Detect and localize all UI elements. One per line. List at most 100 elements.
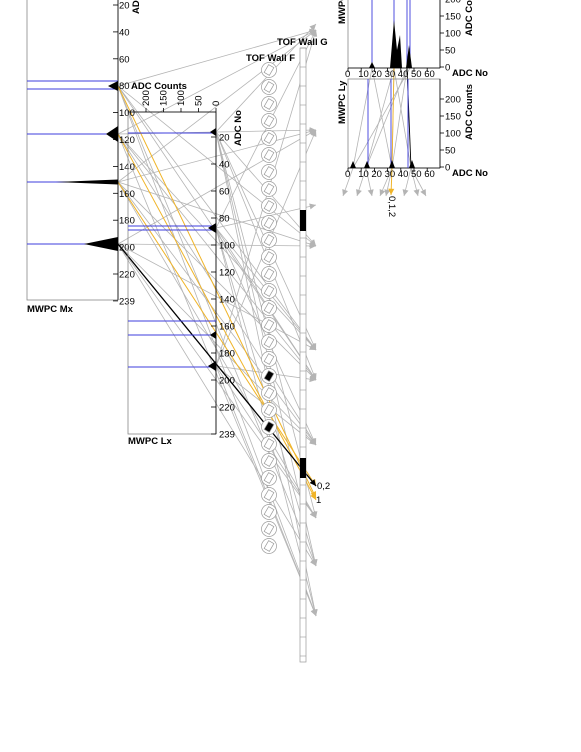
tof-f-slat [263,523,275,535]
mwpc-ly-adc-label: ADC No [452,168,488,179]
mwpc-lx-tick-label: 60 [219,187,230,198]
mwpc-my-peak [369,62,375,68]
tof-f-slat [263,353,275,365]
mwpc-my-adc-label: 20 [371,69,382,80]
mwpc-ly-count-label: 150 [445,112,461,123]
tof-f-slat [263,540,275,552]
mwpc-mx-tick-label: 20 [119,1,130,12]
tof-f-slat [263,472,275,484]
gray-track-head [379,189,386,196]
mwpc-ly-adc-label: 40 [398,169,409,180]
mwpc-lx-peak [208,223,216,233]
mwpc-ly-adc-label: 20 [371,169,382,180]
black-track [117,243,317,487]
mwpc-lx-peak [208,361,216,371]
orange-track [117,181,317,487]
gray-track [117,85,317,617]
mwpc-ly-axis-title: ADC Counts [464,84,475,140]
tof-f-slat [263,200,275,212]
gray-track-head [420,189,426,196]
gray-track-head [309,130,316,136]
mwpc-lx-tick-label: 160 [219,322,235,333]
gray-track-head [310,609,317,616]
mwpc-ly-count-label: 200 [445,95,461,106]
tof-f-slat [263,234,275,246]
mwpc-mx-frame [26,0,119,301]
mwpc-ly-title: MWPC Ly [337,80,348,124]
tof-f-slat [263,149,275,161]
mwpc-lx-tick-label: 180 [219,349,235,360]
mwpc-my-adc-label: 50 [411,69,422,80]
mwpc-my-adc-label: 30 [385,69,396,80]
mwpc-mx-tick-label: 220 [119,270,135,281]
gray-track [117,133,317,446]
mwpc-ly-adc-label: 60 [424,169,435,180]
mwpc-ly-hits [350,79,415,168]
tof-wall-g-title: TOF Wall G [277,37,328,48]
tof-g-hit [300,210,306,231]
mwpc-lx-tick-label: 20 [219,133,230,144]
mwpc-ly-peak [389,160,395,168]
gray-track [117,29,317,135]
gray-track [352,67,411,169]
mwpc-lx-count-label: 100 [176,90,187,106]
track-label-012: 0,1,2 [386,196,397,217]
gray-track [393,67,412,169]
gray-track-head [367,189,374,196]
gray-track [117,243,317,567]
track-lines [117,23,427,617]
gray-track-head [309,242,316,249]
gray-track-head [309,438,316,445]
mwpc-lx-panel: 20 40 60 80 100 120 140 160 180 200 220 239 200 150 10… [127,81,244,447]
mwpc-lx-tick-label: 120 [219,268,235,279]
mwpc-mx-axis-title: ADC No [131,0,142,14]
tof-f-slat [263,217,275,229]
mwpc-mx-tick-label: 80 [119,81,130,92]
mwpc-my-adc-label: 10 [358,69,369,80]
mwpc-lx-count-label: 50 [194,95,205,106]
gray-track-head [402,189,409,196]
mwpc-my-title: MWPC My [337,0,348,24]
gray-track [371,67,393,169]
gray-track-head [342,189,348,196]
mwpc-lx-tick-label: 100 [219,241,235,252]
mwpc-ly-count-label: 100 [445,129,461,140]
mwpc-my-count-label: 50 [445,46,456,57]
mwpc-lx-title: MWPC Lx [128,436,173,447]
tof-f-slat [263,404,275,416]
mwpc-lx-peak [210,331,216,339]
track-label-1: 1 [316,495,321,506]
mwpc-lx-tick-label: 80 [219,214,230,225]
mwpc-mx-tick-label: 200 [119,243,135,254]
gray-track [117,181,317,247]
gray-track-head [384,189,391,196]
mwpc-ly-count-label: 0 [445,163,450,174]
mwpc-mx-tick-label: 239 [119,296,135,307]
mwpc-lx-count-label: 0 [211,101,222,106]
gray-track-head [311,30,318,37]
tof-f-slat [263,98,275,110]
tof-f-slat [263,336,275,348]
mwpc-lx-tick-label: 200 [219,376,235,387]
gray-track-head [309,511,316,518]
gray-track-head [309,373,316,380]
mwpc-mx-tick-label: 60 [119,54,130,65]
mwpc-my-hits [369,0,412,68]
mwpc-lx-peak [210,128,216,136]
tof-f-slat [263,285,275,297]
tof-f-slat [263,166,275,178]
gray-track-head [309,343,316,350]
gray-track [117,133,317,381]
gray-track [117,181,317,519]
track-label-02: 0,2 [317,481,330,492]
gray-track [117,129,317,245]
gray-track [117,29,317,87]
mwpc-my-count-label: 0 [445,63,450,74]
tof-f-slat [263,506,275,518]
mwpc-lx-count-label: 150 [159,90,170,106]
gray-track-head [311,559,318,566]
